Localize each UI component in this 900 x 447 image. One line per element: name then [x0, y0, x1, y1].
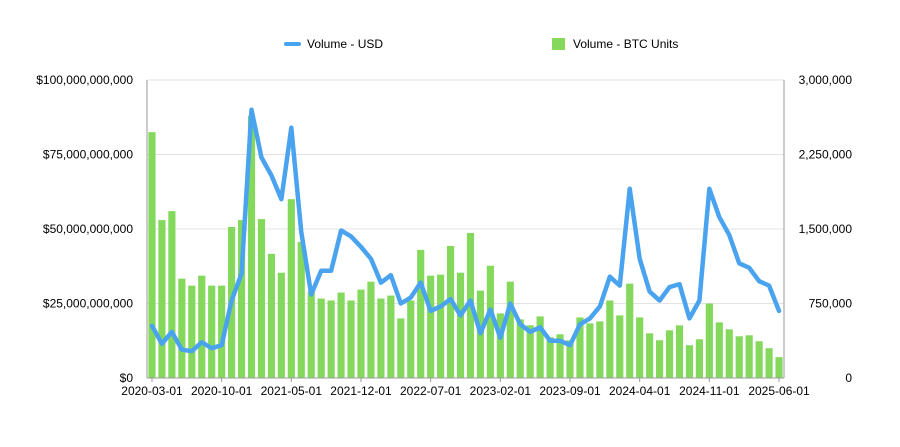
btc-bar [237, 220, 246, 378]
x-tick-label: 2024-04-01 [609, 384, 671, 398]
btc-bar [556, 334, 564, 378]
btc-bar [496, 313, 504, 378]
legend-label-btc: Volume - BTC Units [573, 37, 678, 51]
legend-label-usd: Volume - USD [307, 37, 383, 51]
btc-bar [775, 357, 783, 378]
btc-bar [705, 303, 713, 378]
btc-bar [417, 249, 425, 378]
btc-bar [427, 275, 435, 378]
usd-line-path [149, 107, 782, 354]
btc-bar [208, 285, 216, 378]
right-axis-ticks: 0 750,000 1,500,000 2,250,000 3,000,000 [799, 73, 853, 385]
x-tick-label: 2020-03-01 [121, 384, 183, 398]
left-axis-ticks: $0 $25,000,000,000 $50,000,000,000 $75,000,… [36, 73, 133, 385]
btc-bar [158, 220, 166, 378]
btc-bar [387, 295, 395, 378]
x-tick-label: 2023-09-01 [539, 384, 601, 398]
btc-bar [755, 341, 763, 378]
btc-bar [277, 272, 285, 378]
x-tick-label: 2024-11-01 [679, 384, 740, 398]
x-tick-label: 2021-12-01 [330, 384, 392, 398]
btc-bar [337, 292, 345, 378]
btc-bar [198, 275, 206, 378]
right-tick-label: 1,500,000 [799, 222, 853, 236]
btc-bar [735, 336, 743, 378]
left-tick-label: $25,000,000,000 [43, 297, 133, 311]
btc-bar [536, 316, 544, 378]
btc-bar [446, 245, 455, 378]
btc-bar [646, 333, 654, 378]
btc-bar [486, 265, 494, 378]
btc-bar [407, 300, 415, 378]
btc-bar [307, 291, 315, 378]
left-tick-label: $0 [120, 371, 134, 385]
right-tick-label: 3,000,000 [799, 73, 853, 87]
btc-bar [257, 219, 266, 378]
btc-bar [287, 199, 295, 378]
btc-bar [377, 298, 385, 378]
legend-swatch-btc [552, 38, 565, 50]
btc-bar [218, 285, 226, 378]
btc-bars [148, 115, 783, 378]
btc-bar [675, 325, 684, 378]
legend: Volume - USD Volume - BTC Units [284, 37, 678, 51]
btc-bar [347, 300, 355, 378]
x-tick-label: 2023-02-01 [470, 384, 532, 398]
btc-bar [506, 281, 514, 378]
btc-bar [516, 319, 524, 378]
btc-bar [367, 281, 375, 378]
left-tick-label: $75,000,000,000 [43, 148, 133, 162]
btc-bar [725, 329, 733, 378]
btc-bar [626, 283, 634, 378]
btc-bar [576, 317, 584, 378]
btc-bar [616, 315, 624, 378]
btc-bar [456, 272, 465, 378]
btc-bar [596, 321, 604, 378]
btc-bar [357, 289, 365, 378]
btc-bar [397, 318, 405, 378]
axes [146, 80, 785, 379]
btc-bar [765, 348, 773, 378]
btc-bar [247, 115, 256, 378]
x-tick-label: 2021-05-01 [261, 384, 323, 398]
left-tick-label: $50,000,000,000 [43, 222, 133, 236]
btc-bar [188, 285, 196, 378]
btc-bar [168, 211, 176, 378]
btc-bar [636, 317, 644, 378]
x-axis-ticks: 2020-03-01 2020-10-01 2021-05-01 2021-12-01… [121, 378, 810, 398]
btc-bar [685, 345, 694, 378]
btc-bar [566, 340, 574, 378]
btc-bar [317, 298, 325, 378]
btc-bar [178, 278, 186, 378]
usd-line [149, 107, 782, 354]
btc-bar [606, 300, 614, 378]
btc-bar [745, 335, 753, 378]
left-tick-label: $100,000,000,000 [36, 73, 133, 87]
btc-bar [546, 337, 554, 378]
btc-bar [148, 132, 156, 378]
btc-bar [656, 340, 664, 378]
btc-bar [586, 323, 594, 378]
right-tick-label: 0 [845, 371, 852, 385]
btc-bar [526, 325, 534, 378]
btc-bar [437, 274, 445, 378]
btc-bar [297, 241, 305, 378]
right-tick-label: 750,000 [809, 297, 853, 311]
x-tick-label: 2022-07-01 [400, 384, 462, 398]
right-tick-label: 2,250,000 [799, 148, 853, 162]
x-tick-label: 2025-06-01 [748, 384, 810, 398]
btc-bar [715, 322, 723, 378]
btc-bar [695, 339, 703, 378]
x-tick-label: 2020-10-01 [191, 384, 253, 398]
btc-bar [267, 253, 275, 378]
btc-bar [327, 300, 335, 378]
btc-bar [665, 330, 674, 378]
